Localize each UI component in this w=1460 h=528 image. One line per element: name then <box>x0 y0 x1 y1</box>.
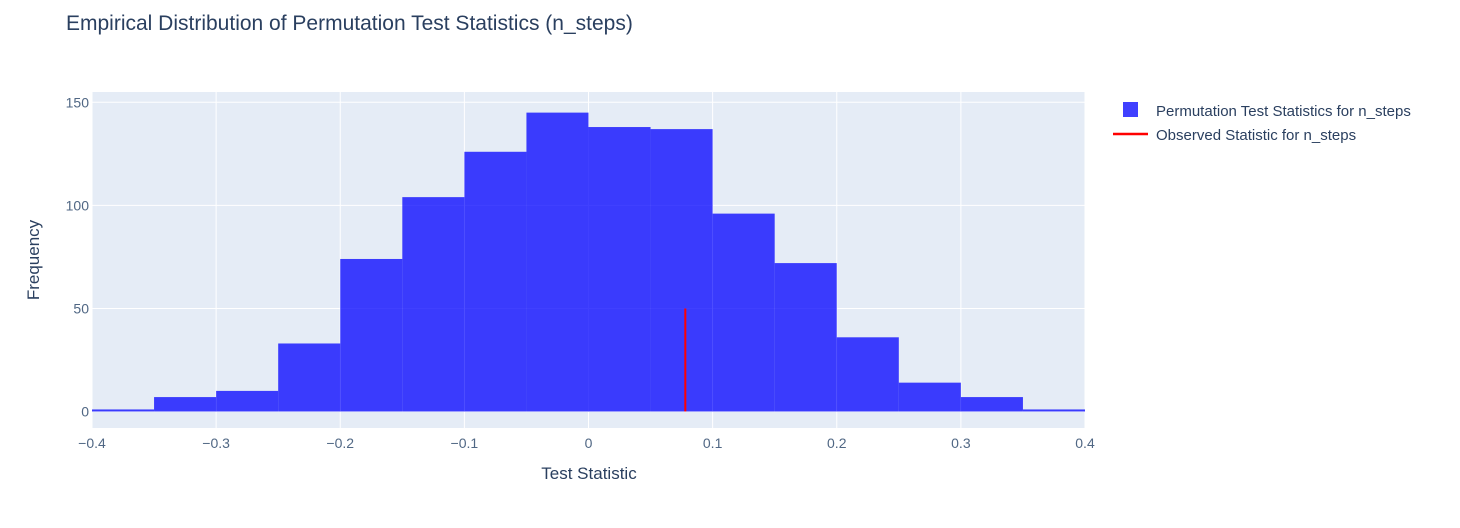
histogram-bar[interactable] <box>526 112 589 412</box>
histogram-bar[interactable] <box>464 151 527 412</box>
legend-label-observed: Observed Statistic for n_steps <box>1156 127 1356 144</box>
histogram-bar[interactable] <box>588 127 651 412</box>
y-tick-label: 150 <box>66 94 90 110</box>
legend-item-observed[interactable]: Observed Statistic for n_steps <box>1113 127 1356 144</box>
x-axis-title: Test Statistic <box>541 464 637 483</box>
y-axis-ticks: 0 50 100 150 <box>66 94 90 419</box>
histogram-bar[interactable] <box>216 390 279 412</box>
histogram-bar[interactable] <box>402 197 465 412</box>
histogram-bar[interactable] <box>712 213 775 412</box>
y-tick-label: 100 <box>66 197 90 213</box>
histogram-bar[interactable] <box>340 258 403 412</box>
x-tick-label: −0.4 <box>78 435 106 451</box>
x-tick-label: 0.1 <box>703 435 723 451</box>
y-tick-label: 50 <box>73 300 89 316</box>
y-axis-title: Frequency <box>24 219 43 300</box>
y-tick-label: 0 <box>81 404 89 420</box>
chart-title: Empirical Distribution of Permutation Te… <box>66 12 633 35</box>
x-tick-label: 0 <box>585 435 593 451</box>
x-tick-label: 0.4 <box>1075 435 1095 451</box>
histogram-bar[interactable] <box>92 409 155 412</box>
histogram-bar[interactable] <box>650 129 713 412</box>
histogram-bar[interactable] <box>898 382 961 412</box>
histogram-bar[interactable] <box>774 263 837 412</box>
x-tick-label: 0.2 <box>827 435 847 451</box>
histogram-bar[interactable] <box>1022 409 1085 412</box>
x-tick-label: −0.1 <box>451 435 479 451</box>
x-tick-label: −0.2 <box>326 435 354 451</box>
histogram-bar[interactable] <box>836 337 899 412</box>
legend[interactable]: Permutation Test Statistics for n_steps … <box>1113 102 1411 144</box>
legend-item-histogram[interactable]: Permutation Test Statistics for n_steps <box>1123 102 1411 120</box>
histogram-bar[interactable] <box>960 397 1023 412</box>
histogram-bar[interactable] <box>278 343 341 412</box>
x-tick-label: −0.3 <box>202 435 230 451</box>
legend-label-histogram: Permutation Test Statistics for n_steps <box>1156 103 1411 120</box>
legend-swatch-histogram <box>1123 102 1138 117</box>
x-axis-ticks: −0.4 −0.3 −0.2 −0.1 0 0.1 0.2 0.3 0.4 <box>78 435 1095 451</box>
histogram-bar[interactable] <box>154 397 217 412</box>
histogram-bars <box>92 112 1085 412</box>
x-tick-label: 0.3 <box>951 435 971 451</box>
